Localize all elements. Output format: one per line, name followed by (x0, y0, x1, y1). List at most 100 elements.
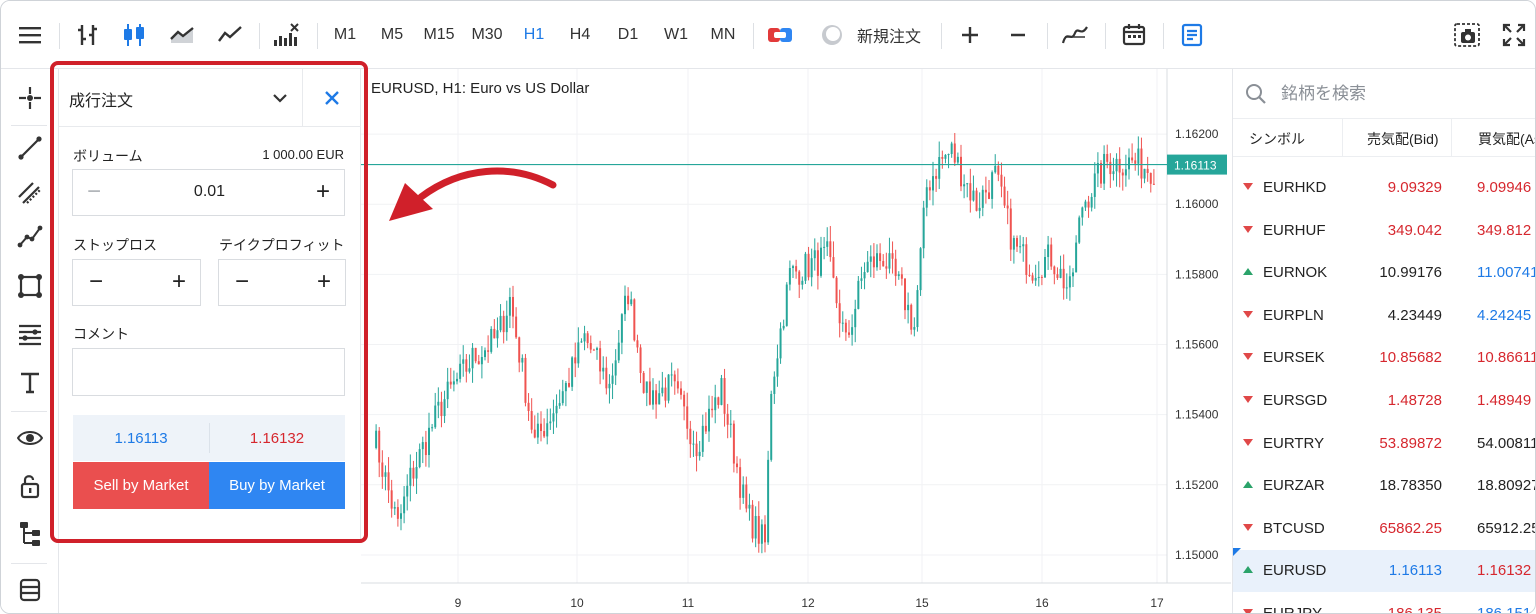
area-chart-icon[interactable] (167, 21, 197, 49)
text-tool-icon[interactable] (15, 367, 45, 397)
candle (913, 317, 916, 337)
watchlist-row-eurnok[interactable]: EURNOK 10.99176 11.00741 (1233, 252, 1536, 294)
rectangle-icon[interactable] (15, 271, 45, 301)
column-bid[interactable]: 売気配(Bid) (1367, 131, 1439, 147)
channel-icon[interactable] (15, 177, 45, 207)
ask-value: 9.09946 (1477, 179, 1532, 196)
timeframe-w1[interactable]: W1 (664, 26, 688, 43)
candle (1149, 172, 1152, 193)
watchlist-row-eurhkd[interactable]: EURHKD 9.09329 9.09946 (1233, 167, 1535, 209)
screenshot-icon[interactable] (1451, 21, 1483, 49)
timeframe-mn[interactable]: MN (710, 26, 736, 43)
stop-loss-increase-button[interactable]: + (171, 268, 186, 295)
one-click-trading-icon[interactable] (765, 21, 795, 49)
arrow-down-icon (1243, 609, 1253, 613)
candle (418, 443, 421, 469)
volume-decrease-button[interactable]: − (87, 178, 102, 205)
candle (941, 150, 944, 169)
zoom-in-icon[interactable] (955, 21, 985, 49)
volumes-icon[interactable] (271, 21, 301, 49)
annotation-arrow-icon (389, 167, 557, 221)
watchlist-row-eurhuf[interactable]: EURHUF 349.042 349.812 (1233, 210, 1535, 252)
timeframe-m5[interactable]: M5 (380, 26, 404, 43)
object-tree-icon[interactable] (15, 519, 45, 549)
trend-line-icon[interactable] (15, 133, 45, 163)
menu-icon[interactable] (15, 21, 45, 49)
candle (655, 383, 658, 419)
candle (1050, 237, 1053, 270)
column-symbol[interactable]: シンボル (1249, 131, 1305, 147)
ask-value: 11.00741 (1477, 264, 1536, 282)
chart-title: EURUSD, H1: Euro vs US Dollar (371, 80, 590, 97)
watchlist-row-eurtry[interactable]: EURTRY 53.89872 54.00811 (1233, 423, 1535, 465)
polyline-icon[interactable] (15, 221, 45, 251)
templates-icon[interactable] (15, 575, 45, 605)
candle (477, 354, 480, 365)
candle (757, 501, 760, 553)
chart-area[interactable] (361, 69, 1231, 613)
new-order-button[interactable]: 新規注文 (856, 29, 921, 46)
comment-field[interactable] (72, 348, 345, 396)
candle (589, 335, 592, 354)
watchlist-row-eurjpy[interactable]: EURJPY 186.135 186.151 (1233, 593, 1535, 614)
ask-price: 1.16132 (249, 429, 305, 447)
volume-input[interactable]: 0.01 (193, 183, 226, 200)
stop-loss-decrease-button[interactable]: − (89, 268, 104, 295)
watchlist-row-eurpln[interactable]: EURPLN 4.23449 4.24245 (1233, 295, 1535, 337)
order-panel-toggle-icon[interactable] (1177, 21, 1207, 49)
watchlist-row-eursek[interactable]: EURSEK 10.85682 10.86611 (1233, 337, 1535, 379)
arrow-down-icon (1243, 438, 1253, 446)
fibonacci-icon[interactable] (15, 319, 45, 349)
symbol-search (1233, 69, 1535, 119)
chevron-down-icon[interactable] (269, 87, 291, 109)
watchlist-row-btcusd[interactable]: BTCUSD 65862.25 65912.25 (1233, 508, 1535, 550)
candle (1121, 168, 1124, 191)
timeframe-h4[interactable]: H4 (569, 26, 591, 43)
watchlist-row-eursgd[interactable]: EURSGD 1.48728 1.48949 (1233, 380, 1535, 422)
timeframe-h1[interactable]: H1 (523, 26, 545, 43)
candle (841, 311, 844, 332)
timeframe-m15[interactable]: M15 (423, 26, 455, 43)
bid-value: 186.135 (1387, 605, 1442, 614)
line-chart-icon[interactable] (215, 21, 245, 49)
watchlist-row-eurusd[interactable]: EURUSD 1.16113 1.16132 (1233, 548, 1535, 593)
sell-by-market-button[interactable]: Sell by Market (73, 462, 209, 509)
candle (1019, 235, 1022, 254)
fullscreen-icon[interactable] (1499, 21, 1529, 49)
timeframe-m30[interactable]: M30 (471, 26, 503, 43)
candle (1006, 190, 1009, 225)
candle (695, 431, 698, 472)
selected-marker-icon (1233, 548, 1241, 557)
candle (658, 380, 661, 405)
search-input[interactable] (1281, 81, 1521, 107)
price-chart[interactable]: 1.16113 1.16200 1.16000 1.15800 1.15600 1.154… (361, 69, 1231, 614)
new-order-icon[interactable] (819, 21, 845, 49)
take-profit-decrease-button[interactable]: − (235, 268, 250, 295)
candle (1090, 193, 1093, 212)
candle (891, 241, 894, 274)
watchlist-row-eurzar[interactable]: EURZAR 18.78350 18.80927 (1233, 465, 1535, 507)
lock-icon[interactable] (15, 471, 45, 501)
calendar-icon[interactable] (1119, 21, 1149, 49)
zoom-out-icon[interactable] (1003, 21, 1033, 49)
timeframe-m1[interactable]: M1 (333, 26, 357, 43)
candle (443, 390, 446, 424)
indicators-icon[interactable] (1059, 21, 1091, 49)
column-ask[interactable]: 買気配(Ask) (1478, 131, 1535, 147)
candle (944, 154, 947, 164)
candle (947, 153, 950, 169)
buy-by-market-button[interactable]: Buy by Market (209, 462, 345, 509)
close-icon[interactable] (321, 87, 343, 109)
candle (396, 499, 399, 527)
crosshair-icon[interactable] (15, 83, 45, 113)
timeframe-d1[interactable]: D1 (617, 26, 639, 43)
bar-chart-icon[interactable] (73, 21, 103, 49)
candle (1056, 267, 1059, 280)
candle (732, 420, 735, 473)
candle (897, 271, 900, 280)
symbol-name: EURSGD (1263, 392, 1328, 409)
visibility-icon[interactable] (15, 423, 45, 453)
candlestick-icon[interactable] (119, 21, 149, 49)
take-profit-increase-button[interactable]: + (316, 268, 331, 295)
volume-increase-button[interactable]: + (315, 178, 330, 205)
